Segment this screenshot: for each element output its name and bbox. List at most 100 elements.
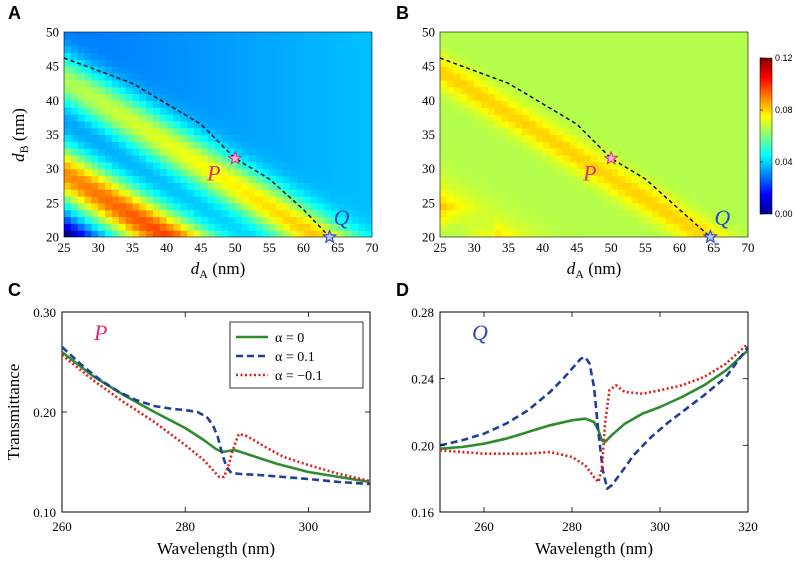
y-tick-label: 40 (422, 93, 435, 108)
heatmap-cell (221, 86, 229, 95)
y-tick-label: 0.30 (33, 305, 56, 320)
heatmap-cell (248, 73, 257, 81)
heatmap-cell (570, 114, 578, 122)
heatmap-cell (351, 114, 359, 122)
heatmap-cell (91, 209, 99, 218)
heatmap-cell (166, 52, 175, 60)
heatmap-cell (693, 141, 701, 149)
heatmap-cell (659, 168, 667, 177)
heatmap-cell (665, 148, 674, 156)
heatmap-cell (125, 59, 134, 67)
heatmap-cell (337, 59, 346, 67)
heatmap-cell (111, 216, 120, 224)
heatmap-cell (494, 209, 503, 218)
heatmap-cell (624, 120, 633, 129)
point-marker-q (702, 228, 718, 244)
heatmap-cell (152, 196, 161, 204)
heatmap-cell (535, 100, 544, 108)
x-tick-label: 50 (229, 240, 242, 255)
heatmap-cell (200, 114, 209, 122)
heatmap-cell (255, 202, 264, 211)
heatmap-cell (125, 114, 134, 122)
heatmap-cell (604, 216, 612, 224)
heatmap-cell (310, 32, 318, 40)
heatmap-cell (693, 189, 701, 197)
heatmap-cell (248, 182, 257, 190)
heatmap-cell (70, 127, 79, 136)
heatmap-cell (713, 32, 722, 40)
heatmap-cell (570, 202, 578, 211)
heatmap-cell (645, 66, 653, 74)
heatmap-cell (631, 168, 640, 177)
heatmap-cell (324, 161, 332, 170)
heatmap-cell (665, 223, 674, 231)
heatmap-cell (111, 93, 120, 101)
heatmap-cell (720, 134, 729, 142)
heatmap-cell (269, 114, 277, 122)
heatmap-cell (556, 134, 564, 142)
heatmap-cell (460, 127, 468, 136)
heatmap-cell (173, 196, 181, 204)
heatmap-cell (679, 120, 687, 129)
heatmap-cell (446, 38, 455, 47)
heatmap-cell (187, 196, 195, 204)
heatmap-cell (631, 107, 640, 115)
heatmap-cell (207, 86, 216, 95)
heatmap-cell (659, 134, 667, 142)
heatmap-cell (187, 216, 195, 224)
heatmap-cell (105, 32, 113, 40)
heatmap-cell (64, 79, 72, 88)
heatmap-cell (173, 202, 181, 211)
heatmap-cell (152, 114, 161, 122)
heatmap-cell (303, 86, 311, 95)
heatmap-cell (310, 182, 318, 190)
heatmap-cell (528, 107, 537, 115)
heatmap-cell (351, 209, 359, 218)
heatmap-cell (64, 230, 72, 237)
heatmap-cell (453, 79, 462, 88)
heatmap-cell (631, 45, 640, 54)
heatmap-cell (125, 79, 134, 88)
heatmap-cell (652, 168, 660, 177)
heatmap-cell (118, 127, 127, 136)
heatmap-cell (194, 32, 202, 40)
heatmap-cell (528, 196, 537, 204)
heatmap-cell (241, 66, 250, 74)
heatmap-cell (481, 107, 489, 115)
heatmap-cell (522, 93, 530, 101)
heatmap-cell (241, 196, 250, 204)
heatmap-cell (269, 141, 277, 149)
heatmap-cell (77, 107, 86, 115)
heatmap-cell (515, 209, 523, 218)
heatmap-cell (501, 134, 510, 142)
heatmap-cell (269, 45, 277, 54)
heatmap-cell (645, 148, 653, 156)
heatmap-cell (98, 114, 106, 122)
heatmap-cell (508, 189, 516, 197)
x-tick-label: 50 (605, 240, 618, 255)
heatmap-cell (187, 209, 195, 218)
heatmap-cell (686, 155, 694, 163)
heatmap-cell (337, 86, 346, 95)
heatmap-cell (624, 32, 633, 40)
heatmap-cell (118, 100, 127, 108)
heatmap-cell (194, 93, 202, 101)
heatmap-cell (324, 127, 332, 136)
heatmap-cell (187, 155, 195, 163)
heatmap-cell (365, 114, 372, 122)
heatmap-cell (111, 161, 120, 170)
heatmap-cell (289, 209, 298, 218)
heatmap-cell (645, 107, 653, 115)
heatmap-cell (631, 73, 640, 81)
heatmap-cell (241, 175, 250, 183)
heatmap-cell (453, 127, 462, 136)
heatmap-cell (159, 189, 168, 197)
heatmap-cell (173, 114, 181, 122)
heatmap-cell (700, 59, 708, 67)
heatmap-cell (631, 155, 640, 163)
heatmap-cell (535, 209, 544, 218)
heatmap-cell (91, 114, 99, 122)
heatmap-cell (276, 202, 284, 211)
heatmap-cell (358, 38, 366, 47)
heatmap-cell (727, 38, 735, 47)
